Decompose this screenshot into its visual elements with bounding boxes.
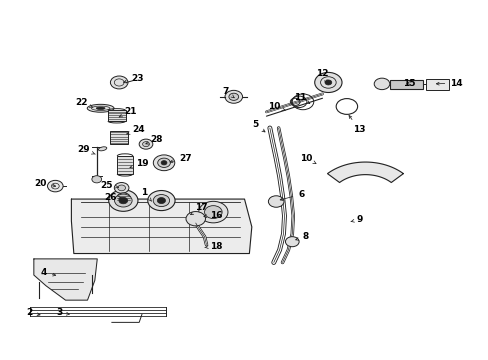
Circle shape — [268, 196, 284, 207]
Text: 26: 26 — [104, 193, 121, 202]
Text: 1: 1 — [141, 188, 151, 201]
Circle shape — [314, 72, 341, 93]
Bar — [108, 111, 125, 121]
Text: 28: 28 — [145, 135, 162, 144]
Circle shape — [119, 197, 127, 204]
Text: 8: 8 — [295, 232, 307, 241]
Circle shape — [92, 176, 102, 183]
Bar — [425, 79, 448, 90]
Circle shape — [118, 185, 125, 191]
Circle shape — [285, 237, 299, 247]
Text: 15: 15 — [402, 79, 415, 88]
Circle shape — [204, 206, 222, 219]
Circle shape — [373, 78, 389, 90]
Circle shape — [157, 198, 165, 203]
Circle shape — [161, 161, 166, 165]
Text: 22: 22 — [75, 98, 93, 107]
Text: 25: 25 — [100, 180, 118, 189]
Polygon shape — [327, 162, 403, 183]
Text: 3: 3 — [57, 308, 69, 317]
Text: 19: 19 — [130, 159, 148, 168]
Circle shape — [142, 141, 149, 147]
Circle shape — [158, 158, 170, 167]
Text: 13: 13 — [348, 116, 365, 134]
Circle shape — [114, 194, 132, 207]
Bar — [117, 156, 133, 174]
Circle shape — [108, 190, 138, 211]
Text: 5: 5 — [251, 120, 264, 132]
Text: 10: 10 — [267, 102, 285, 111]
Text: 4: 4 — [41, 268, 56, 277]
Text: 21: 21 — [119, 107, 137, 117]
Circle shape — [224, 90, 242, 103]
Bar — [110, 131, 128, 144]
Ellipse shape — [96, 107, 105, 109]
Text: 14: 14 — [435, 79, 462, 88]
Text: 7: 7 — [222, 86, 234, 98]
Text: 23: 23 — [123, 75, 143, 84]
Ellipse shape — [98, 147, 106, 151]
Text: 27: 27 — [170, 154, 191, 163]
Circle shape — [198, 201, 227, 223]
Circle shape — [325, 80, 331, 85]
Polygon shape — [71, 199, 251, 253]
Circle shape — [117, 193, 130, 203]
Ellipse shape — [87, 104, 114, 112]
Text: 6: 6 — [280, 190, 304, 201]
Circle shape — [147, 190, 175, 211]
Circle shape — [139, 139, 153, 149]
Text: 16: 16 — [203, 211, 223, 220]
Circle shape — [228, 93, 238, 100]
Text: 24: 24 — [126, 125, 144, 134]
Text: 20: 20 — [35, 179, 56, 188]
Circle shape — [153, 155, 174, 171]
Circle shape — [110, 76, 128, 89]
Text: 2: 2 — [26, 308, 40, 317]
Text: 12: 12 — [316, 69, 328, 83]
Text: 9: 9 — [350, 215, 362, 224]
Bar — [389, 80, 422, 89]
Circle shape — [185, 212, 205, 226]
Circle shape — [153, 194, 169, 207]
Text: 10: 10 — [300, 154, 315, 163]
Polygon shape — [34, 259, 97, 300]
Text: 11: 11 — [294, 93, 309, 104]
Circle shape — [47, 180, 63, 192]
Text: 29: 29 — [77, 145, 95, 154]
Text: 18: 18 — [204, 242, 223, 251]
Text: 17: 17 — [190, 203, 207, 215]
Circle shape — [114, 183, 129, 193]
